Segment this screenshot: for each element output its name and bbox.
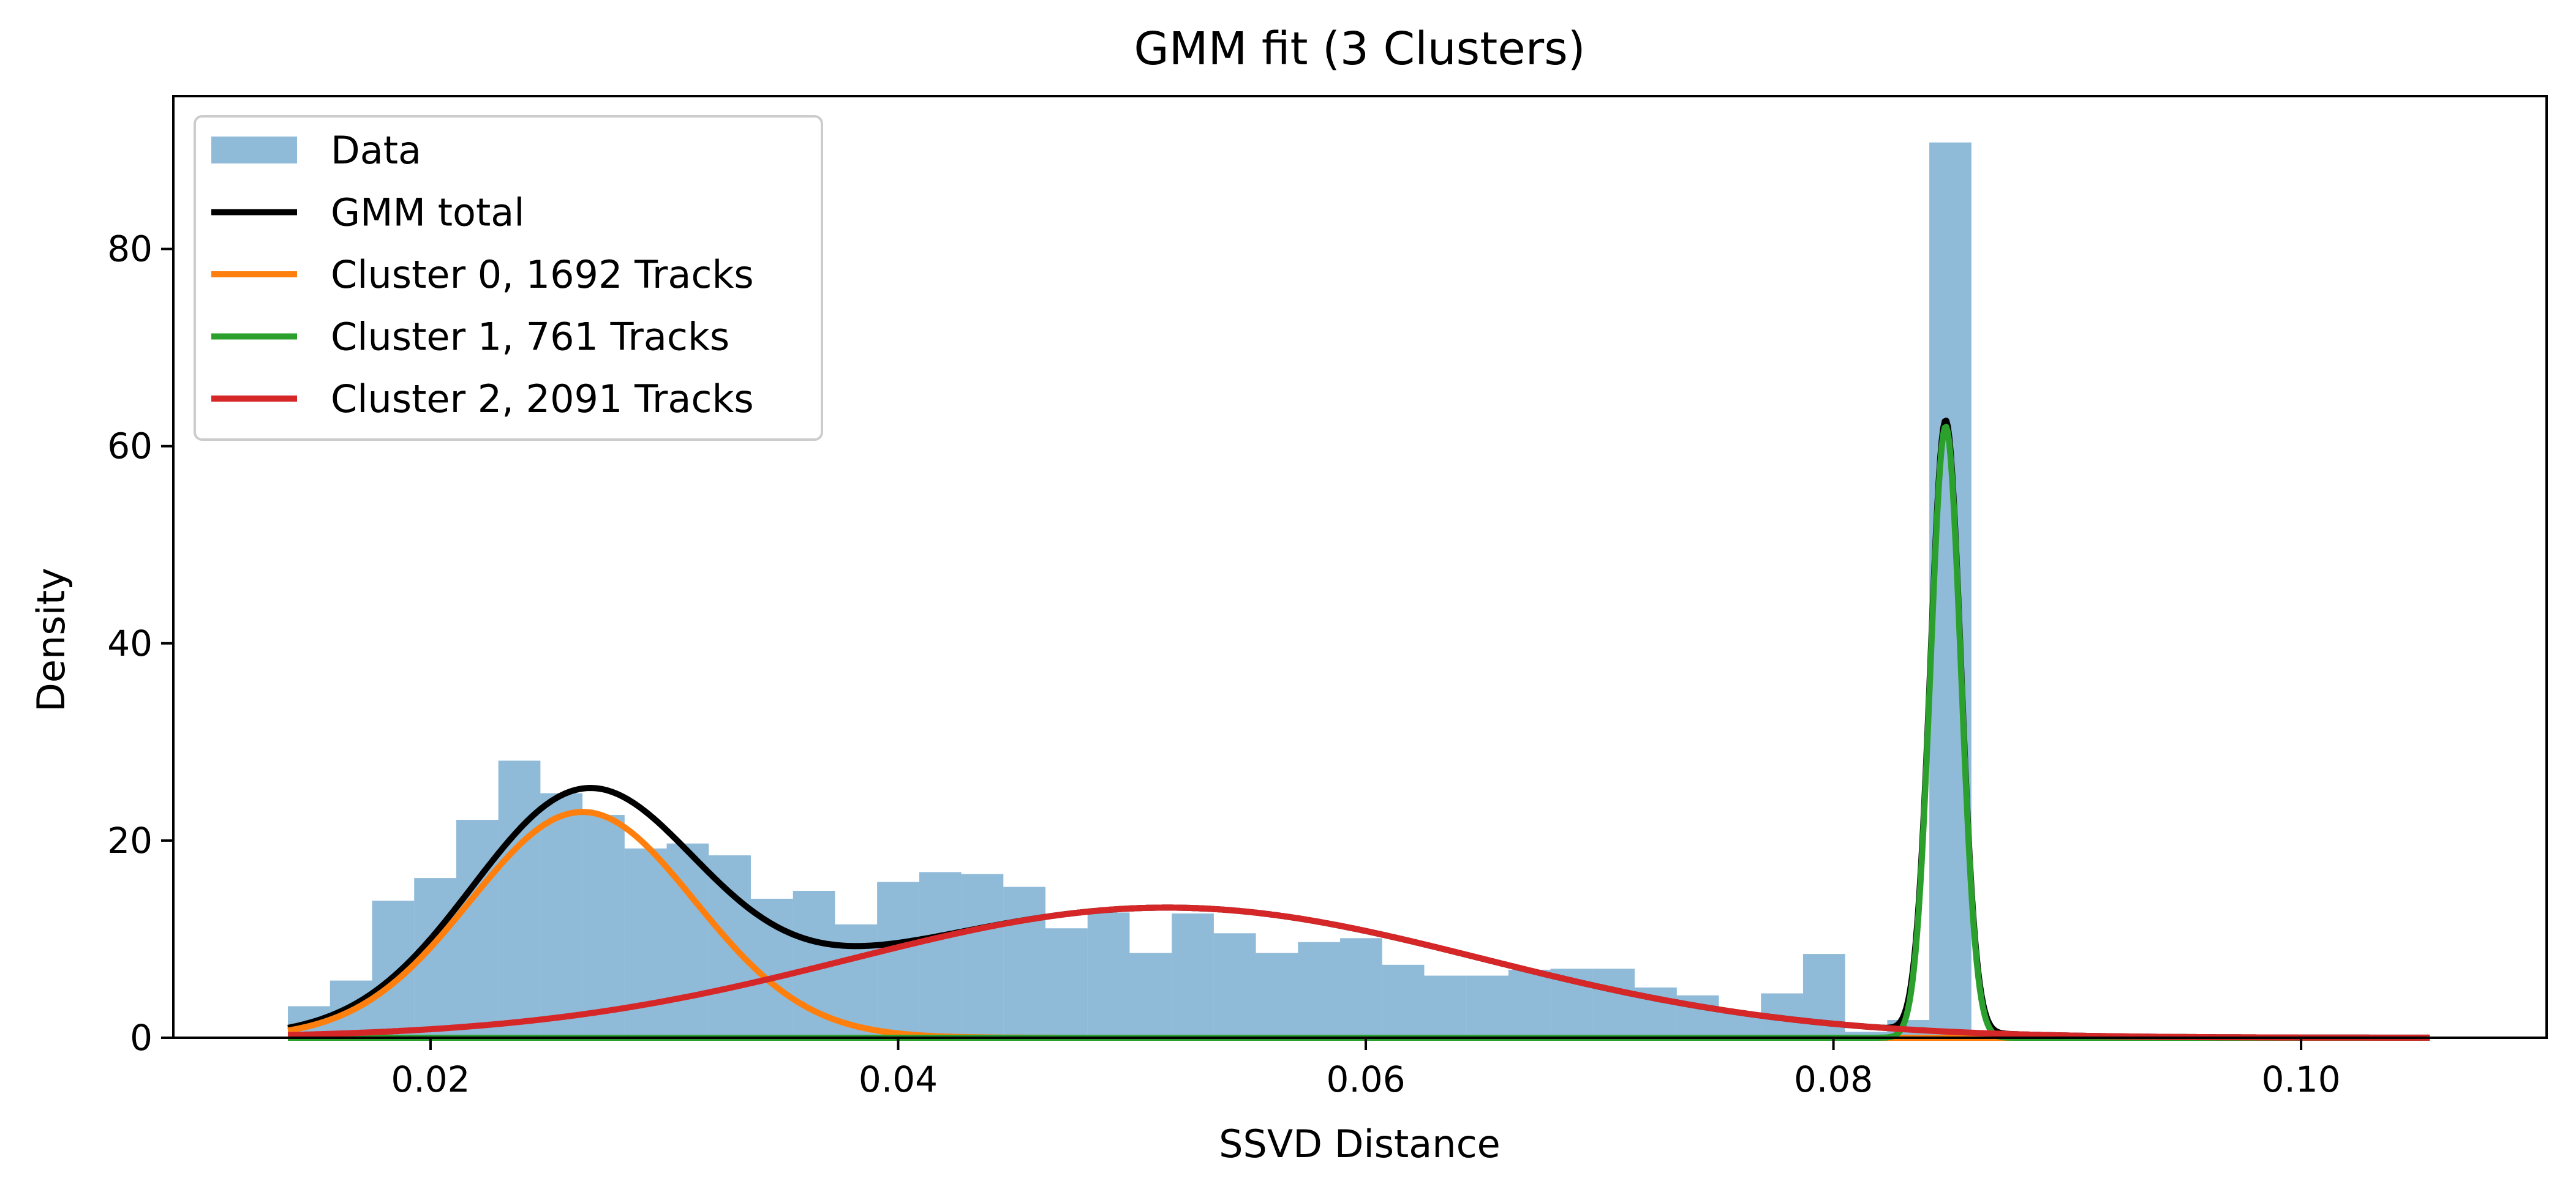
- chart-title: GMM fit (3 Clusters): [1134, 23, 1585, 75]
- legend-entry-cluster-2: Cluster 2, 2091 Tracks: [331, 377, 754, 421]
- legend-entry-gmm-total: GMM total: [331, 190, 525, 235]
- histogram-bar: [1045, 928, 1088, 1038]
- histogram-bar: [1340, 938, 1382, 1038]
- legend-entry-cluster-0: Cluster 0, 1692 Tracks: [331, 252, 754, 297]
- histogram-bar: [919, 872, 962, 1038]
- y-axis-label: Density: [29, 568, 73, 712]
- histogram-bar: [961, 874, 1004, 1038]
- legend-entry-cluster-1: Cluster 1, 761 Tracks: [331, 315, 729, 359]
- histogram-bar: [1508, 969, 1551, 1038]
- legend-swatch-data: [211, 137, 297, 163]
- y-tick-label: 40: [107, 623, 153, 664]
- histogram-bar: [1592, 969, 1635, 1038]
- histogram-bar: [877, 882, 919, 1038]
- cluster-2-line: [286, 904, 2431, 1041]
- y-tick-label: 20: [107, 820, 153, 861]
- legend-box: [194, 115, 823, 441]
- histogram-bar: [1382, 964, 1425, 1038]
- x-tick-label: 0.06: [1326, 1059, 1405, 1100]
- x-tick-label: 0.10: [2262, 1059, 2341, 1100]
- x-tick-label: 0.04: [859, 1059, 938, 1100]
- y-tick-label: 80: [107, 228, 153, 270]
- legend-entry-data: Data: [331, 128, 421, 173]
- histogram-bar: [582, 815, 625, 1038]
- histogram-bar: [1466, 975, 1508, 1038]
- histogram-bar: [1129, 953, 1172, 1038]
- y-tick-label: 0: [130, 1017, 153, 1059]
- histogram-bar: [1172, 913, 1214, 1038]
- histogram-bar: [1424, 975, 1467, 1038]
- axes-frame: [172, 95, 2548, 1039]
- x-tick-label: 0.08: [1794, 1059, 1873, 1100]
- histogram-bar: [1256, 953, 1298, 1038]
- x-axis-label: SSVD Distance: [1219, 1122, 1501, 1166]
- histogram-bar: [1003, 887, 1046, 1038]
- histogram-bar: [1213, 933, 1256, 1038]
- axes: 0.02 0.04 0.06 0.08 0.10 0 20 40 60 80: [107, 95, 2548, 1100]
- histogram-bar: [540, 793, 583, 1038]
- histogram-bar: [498, 760, 541, 1038]
- histogram-bar: [1298, 942, 1341, 1038]
- y-tick-label: 60: [107, 426, 153, 467]
- legend: Data GMM total Cluster 0, 1692 Tracks Clust…: [194, 115, 823, 441]
- histogram-bar: [1087, 912, 1130, 1038]
- x-tick-label: 0.02: [391, 1059, 470, 1100]
- histogram-bar: [456, 820, 499, 1038]
